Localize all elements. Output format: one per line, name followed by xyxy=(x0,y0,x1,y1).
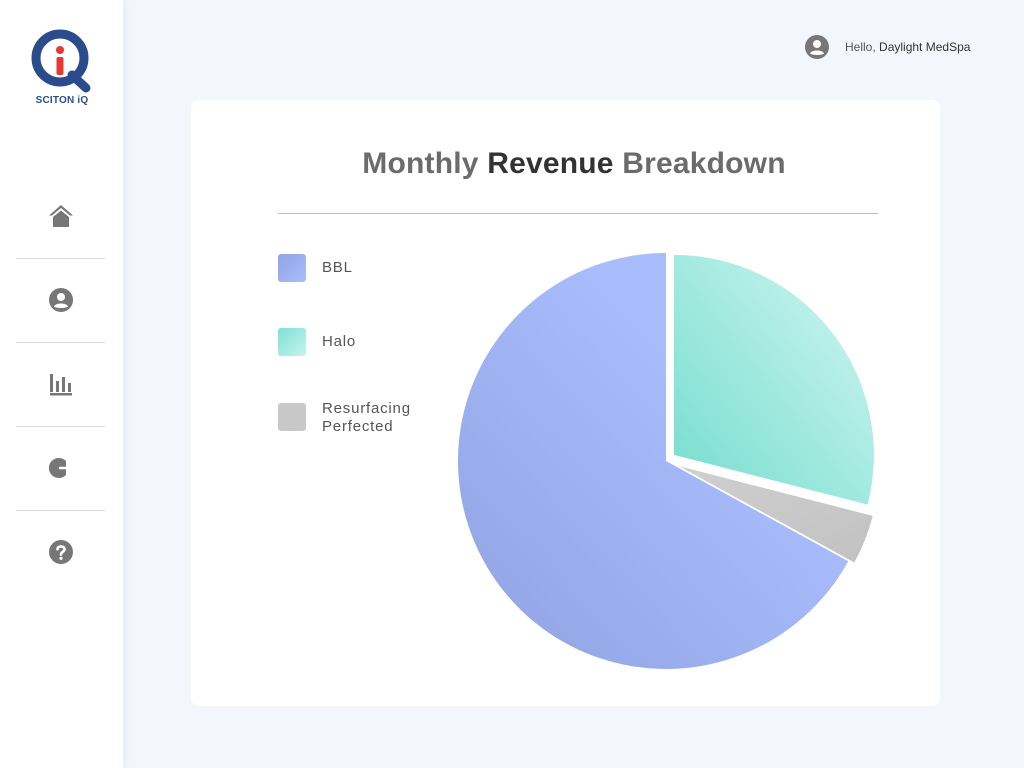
pie-slice-bbl[interactable] xyxy=(458,253,849,669)
revenue-card: Monthly Revenue Breakdown BBL Halo Resur… xyxy=(191,100,940,706)
sidebar-item-help[interactable] xyxy=(16,510,105,594)
sidebar-item-home[interactable] xyxy=(16,174,105,258)
legend-swatch-halo xyxy=(278,328,306,356)
title-divider xyxy=(278,213,878,214)
title-part-1: Monthly xyxy=(362,147,479,180)
pie-slice-resurfacing[interactable] xyxy=(679,466,873,563)
pie-slice-halo[interactable] xyxy=(673,254,874,505)
user-icon xyxy=(48,288,73,312)
card-title: Monthly Revenue Breakdown xyxy=(191,147,957,181)
legend-label-bbl: BBL xyxy=(322,259,353,276)
greeting-text: Hello, xyxy=(845,40,876,54)
sidebar: SCITON iQ xyxy=(0,0,123,768)
sidebar-divider xyxy=(16,342,105,343)
user-name: Daylight MedSpa xyxy=(879,40,971,54)
sidebar-divider xyxy=(16,258,105,259)
user-greeting: Hello, Daylight MedSpa xyxy=(845,40,970,54)
logo-text: SCITON iQ xyxy=(35,95,89,106)
legend-label-resurfacing: Resurfacing Perfected xyxy=(322,400,411,435)
legend-label-halo: Halo xyxy=(322,333,357,350)
legend-item-halo[interactable]: Halo xyxy=(278,328,442,356)
logout-icon xyxy=(48,458,73,478)
revenue-pie-chart xyxy=(458,253,874,669)
legend-swatch-bbl xyxy=(278,254,306,282)
user-menu[interactable]: Hello, Daylight MedSpa xyxy=(805,35,970,59)
legend-swatch-resurfacing xyxy=(278,403,306,431)
legend-item-bbl[interactable]: BBL xyxy=(278,254,442,282)
logo-mark-icon xyxy=(31,29,91,93)
sidebar-item-reports[interactable] xyxy=(16,342,105,426)
sidebar-item-profile[interactable] xyxy=(16,258,105,342)
title-part-3: Breakdown xyxy=(622,147,786,180)
sidebar-item-logout[interactable] xyxy=(16,426,105,510)
help-icon xyxy=(48,540,73,564)
home-icon xyxy=(48,205,73,227)
sidebar-divider xyxy=(16,426,105,427)
legend-item-resurfacing[interactable]: Resurfacing Perfected xyxy=(278,400,442,436)
avatar-icon xyxy=(805,35,829,59)
bar-chart-icon xyxy=(49,374,72,396)
sidebar-divider xyxy=(16,510,105,511)
sciton-logo[interactable]: SCITON iQ xyxy=(30,28,94,110)
title-part-2: Revenue xyxy=(487,147,614,180)
